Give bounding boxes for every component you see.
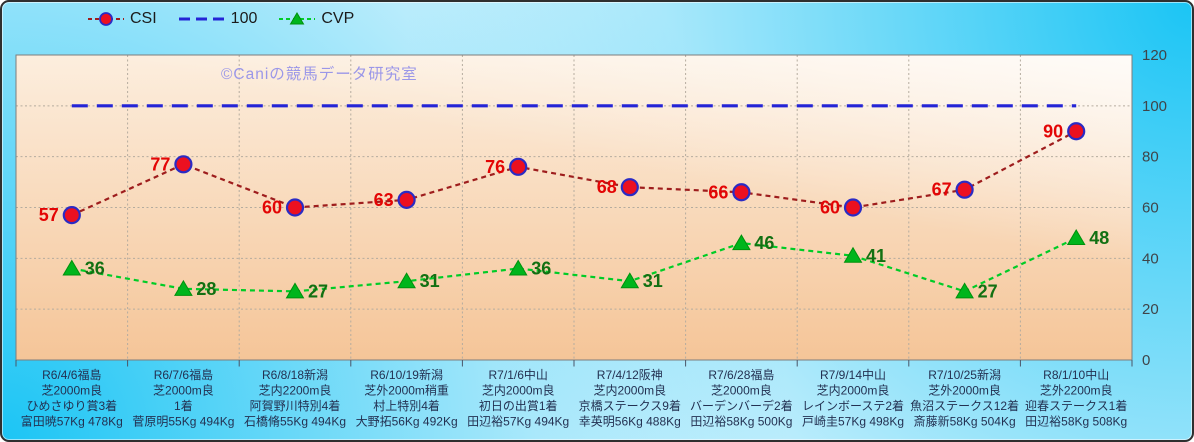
y-tick-label: 20 [1142,301,1159,318]
data-point-label: 28 [196,279,216,299]
data-point-marker [174,155,193,174]
series-line-CVP [71,237,1077,293]
data-point-marker [955,282,974,299]
data-point-marker [955,180,974,199]
data-point-label: 46 [754,233,774,253]
data-point-marker [509,157,528,176]
legend-label-cvp: CVP [321,10,355,27]
data-point-label: 67 [932,180,952,200]
data-point-label: 77 [150,154,170,174]
data-point-label: 41 [866,246,886,266]
legend-swatch-100 [178,17,225,21]
x-axis-label: R6/8/18新潟芝内2200m良阿賀野川特別4着石橋脩55Kg 494Kg [244,367,346,429]
data-point-label: 27 [308,281,328,301]
data-point-marker [397,190,416,209]
data-point-marker [285,282,305,299]
x-axis-ticks [15,360,1133,367]
y-tick-label: 80 [1142,149,1159,166]
x-axis-label: R8/1/10中山芝外2200m良迎春ステークス1着田辺裕58Kg 508Kg [1025,367,1127,429]
y-tick-label: 60 [1142,200,1159,217]
x-axis-label: R6/10/19新潟芝外2000m稍重村上特別4着大野拓56Kg 492Kg [356,367,458,429]
data-point-label: 31 [420,271,440,291]
legend-item-100: 100 [178,10,258,28]
series-CVP: 36 28 27 31 36 31 46 41 27 48 [62,228,1109,301]
data-point-label: 48 [1089,228,1109,248]
data-point-label: 36 [85,259,105,279]
y-tick-label: 100 [1142,98,1167,115]
data-point-label: 27 [978,281,998,301]
y-tick-label: 0 [1142,352,1150,369]
data-point-marker [508,259,528,276]
watermark: ©Caniの競馬データ研究室 [221,66,418,83]
y-tick-label: 40 [1142,250,1159,267]
data-point-label: 36 [531,259,551,279]
data-point-marker [62,259,82,276]
series-line-CSI [71,130,1077,217]
data-point-marker [285,198,305,217]
data-point-marker [732,183,751,202]
data-point-label: 60 [820,198,840,218]
x-axis-label: R7/4/12阪神芝内2000m良京橋ステークス9着幸英明56Kg 488Kg [579,368,681,429]
legend-label-100: 100 [230,10,258,27]
data-point-label: 60 [262,198,282,218]
x-axis-label: R7/1/6中山芝内2000m良初日の出賞1着田辺裕57Kg 494Kg [467,367,569,429]
legend-swatch-cvp [279,12,316,25]
data-point-label: 57 [39,205,59,225]
x-axis-label: R6/4/6福島芝2000m良ひめさゆり賞3着富田暁57Kg 478Kg [21,367,123,429]
data-point-marker [174,279,193,296]
data-point-label: 66 [708,182,728,202]
legend-item-csi: CSI [88,10,157,28]
series-CSI: 57 77 60 63 76 68 66 60 67 90 [39,121,1086,225]
data-point-label: 31 [643,271,663,291]
chart-legend: CSI 100 CVP [88,7,354,31]
data-point-marker [1066,229,1086,245]
x-axis-label: R6/7/6福島芝2000m良 1着菅原明55Kg 494Kg [132,367,234,429]
data-point-label: 76 [485,157,505,177]
x-axis-label: R7/6/28福島芝2000m良バーデンバーデ2着田辺裕58Kg 500Kg [690,367,793,429]
legend-item-cvp: CVP [279,10,354,28]
data-point-marker [732,234,751,251]
data-point-label: 68 [597,177,617,197]
data-point-label: 63 [374,190,394,210]
data-point-marker [620,272,640,289]
legend-label-csi: CSI [130,10,157,27]
y-tick-label: 120 [1142,47,1167,64]
data-point-marker [62,206,81,225]
data-point-marker [397,272,416,289]
x-axis-label: R7/9/14中山芝内2000m良レインボーステ2着戸崎圭57Kg 498Kg [802,367,904,429]
x-axis-labels: R6/4/6福島芝2000m良ひめさゆり賞3着富田暁57Kg 478KgR6/7… [21,367,1128,429]
data-point-marker [843,246,863,263]
y-axis-labels: 0 20 40 60 80 100 120 [1142,47,1167,369]
x-axis-label: R7/10/25新潟芝外2000m良魚沼ステークス12着斎藤新58Kg 504K… [910,367,1019,429]
data-point-marker [843,198,863,217]
data-point-label: 90 [1043,121,1063,141]
legend-swatch-csi [88,12,124,26]
data-point-marker [1067,122,1086,141]
data-point-marker [620,178,639,197]
